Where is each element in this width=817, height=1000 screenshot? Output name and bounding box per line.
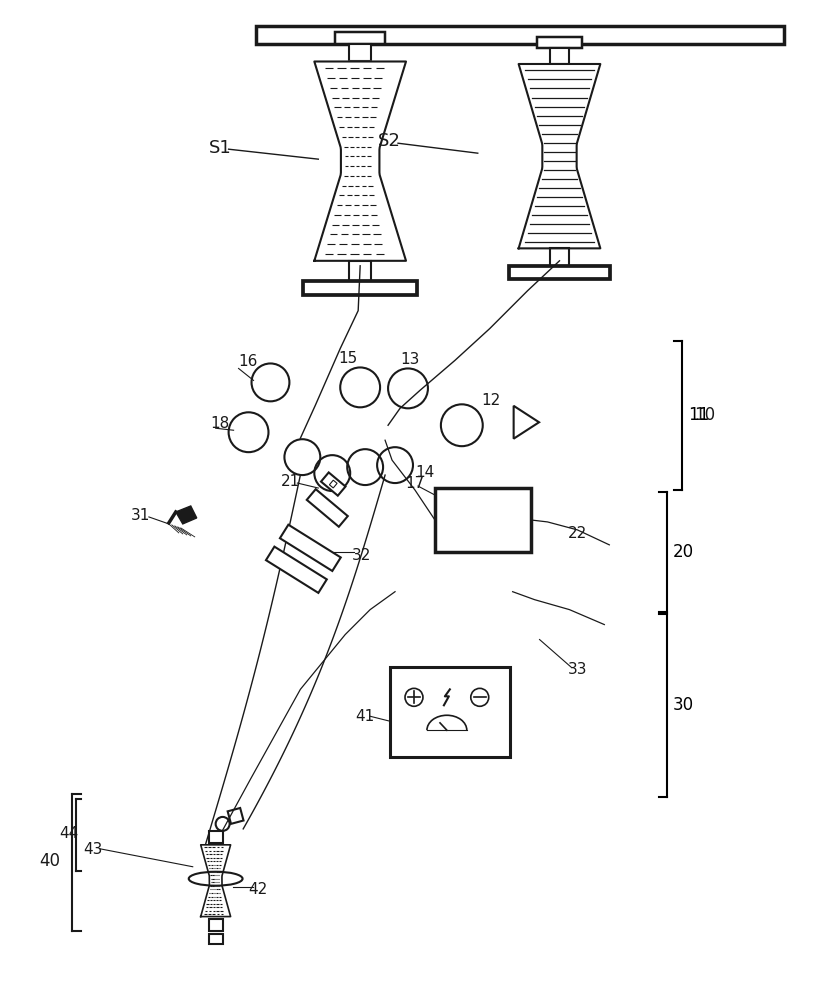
Text: 10: 10 <box>694 406 715 424</box>
Text: 11: 11 <box>688 406 709 424</box>
Bar <box>390 667 510 757</box>
Text: 13: 13 <box>400 352 419 367</box>
Bar <box>256 26 784 44</box>
Text: 42: 42 <box>248 882 268 897</box>
Polygon shape <box>280 525 341 571</box>
Polygon shape <box>315 61 406 261</box>
Text: 22: 22 <box>568 526 587 541</box>
Polygon shape <box>306 489 348 527</box>
Text: 31: 31 <box>131 508 150 523</box>
Polygon shape <box>176 506 197 524</box>
Polygon shape <box>266 547 327 593</box>
Polygon shape <box>519 64 600 248</box>
Text: 12: 12 <box>482 393 501 408</box>
Text: 18: 18 <box>211 416 230 431</box>
Text: 20: 20 <box>673 543 694 561</box>
Bar <box>550 248 569 266</box>
Text: S1: S1 <box>208 139 231 157</box>
Text: 44: 44 <box>59 826 78 841</box>
Polygon shape <box>201 845 230 917</box>
Text: 21: 21 <box>280 474 300 489</box>
Bar <box>303 281 417 295</box>
Bar <box>349 261 371 281</box>
Text: 32: 32 <box>352 548 372 563</box>
Bar <box>435 488 530 552</box>
Text: 33: 33 <box>568 662 587 677</box>
Bar <box>550 48 569 64</box>
Text: 41: 41 <box>355 709 374 724</box>
Bar <box>349 44 371 61</box>
Text: 17: 17 <box>405 476 424 491</box>
Text: 14: 14 <box>415 465 434 480</box>
Bar <box>537 37 582 48</box>
Text: 15: 15 <box>338 351 358 366</box>
Text: 43: 43 <box>83 842 102 857</box>
Text: 30: 30 <box>673 696 694 714</box>
Text: 16: 16 <box>239 354 258 369</box>
Text: 40: 40 <box>39 852 60 870</box>
Text: S2: S2 <box>378 132 401 150</box>
Bar <box>335 32 385 44</box>
Bar <box>509 266 610 279</box>
Bar <box>208 831 223 843</box>
Polygon shape <box>321 472 346 496</box>
Bar <box>208 934 223 944</box>
Bar <box>208 919 223 931</box>
